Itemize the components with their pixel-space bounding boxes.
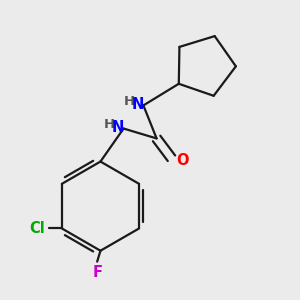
Text: N: N — [111, 120, 124, 135]
Text: H: H — [124, 95, 135, 108]
Text: H: H — [104, 118, 115, 131]
Text: N: N — [131, 97, 144, 112]
Text: Cl: Cl — [29, 221, 45, 236]
Text: O: O — [176, 153, 188, 168]
Text: F: F — [92, 266, 102, 280]
